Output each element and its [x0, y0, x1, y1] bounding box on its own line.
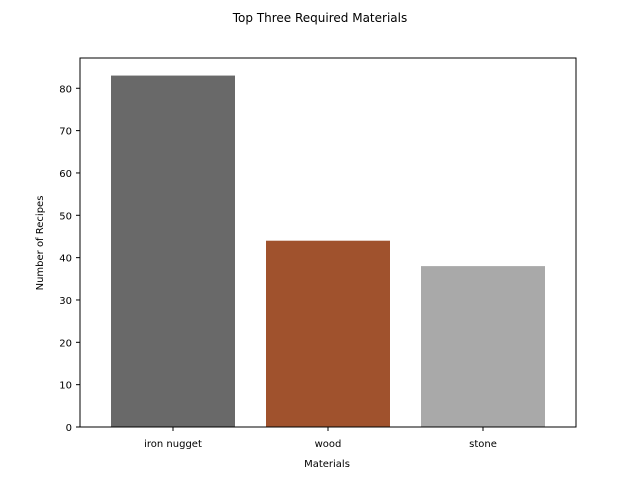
x-tick-label: iron nugget	[144, 439, 202, 450]
y-tick-label: 60	[59, 169, 72, 180]
bar-iron-nugget	[111, 75, 235, 428]
y-tick-label: 80	[59, 84, 72, 95]
chart-title: Top Three Required Materials	[232, 11, 407, 25]
x-axis-ticks: iron nugget wood stone	[144, 427, 497, 450]
y-tick-label: 20	[59, 338, 72, 349]
y-tick-label: 30	[59, 296, 72, 307]
y-tick-label: 10	[59, 381, 72, 392]
y-axis-ticks: 0 10 20 30 40 50 60 70 80	[59, 84, 80, 434]
x-tick-label: wood	[315, 439, 342, 450]
y-tick-label: 50	[59, 211, 72, 222]
y-tick-label: 70	[59, 127, 72, 138]
y-tick-label: 40	[59, 254, 72, 265]
y-tick-label: 0	[66, 423, 72, 434]
y-axis-label: Number of Recipes	[35, 196, 46, 291]
x-axis-label: Materials	[304, 459, 350, 470]
bar-wood	[266, 240, 390, 427]
bar-stone	[421, 266, 545, 427]
x-tick-label: stone	[469, 439, 497, 450]
bars-group	[111, 75, 545, 428]
plot-frame	[79, 57, 577, 428]
